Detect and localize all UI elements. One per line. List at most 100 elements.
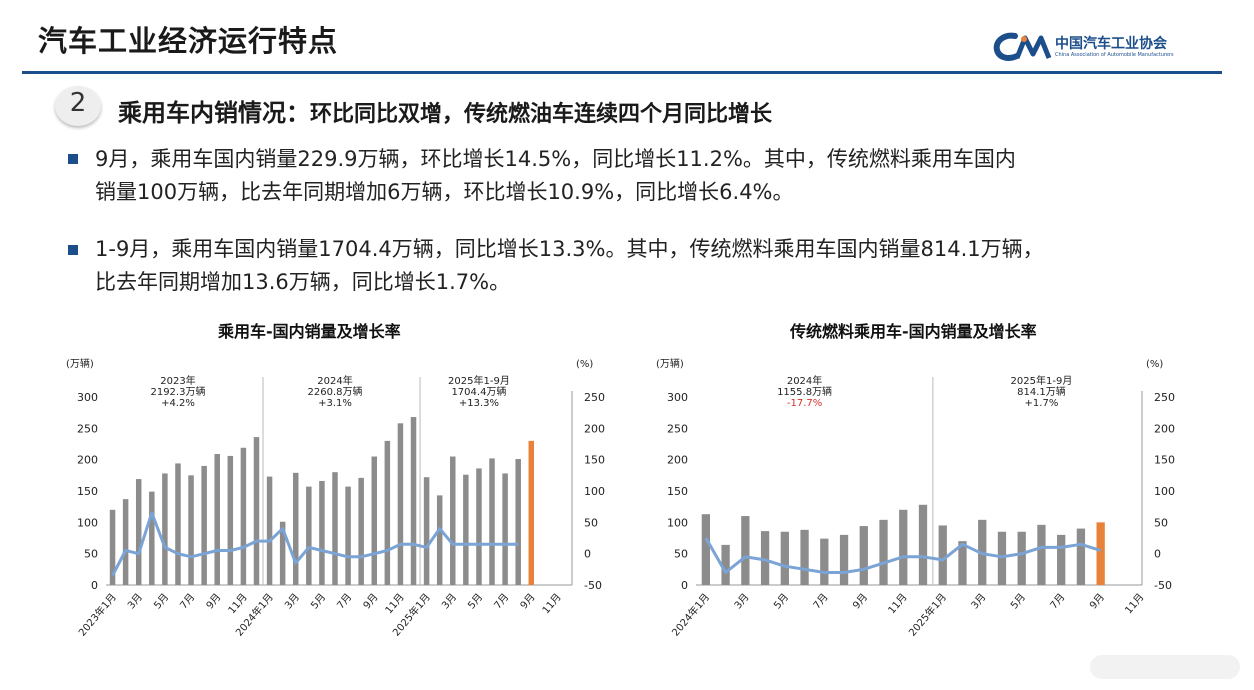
left-axis-tick-label: 50 (674, 548, 688, 561)
x-axis-tick-label: 7月 (178, 591, 198, 611)
left-axis-tick-label: 150 (77, 485, 98, 498)
bar (1017, 531, 1026, 585)
right-axis-tick-label: 100 (584, 485, 605, 498)
chart-annotation-text: 2025年1-9月 (1011, 374, 1073, 387)
chart-annotation-text: 2024年 (787, 374, 822, 387)
bar (109, 509, 116, 585)
bar (489, 458, 495, 585)
bar (306, 486, 312, 585)
bullet-square-icon (68, 245, 78, 255)
bar (938, 525, 947, 585)
bar (958, 541, 967, 585)
left-axis-tick-label: 250 (667, 422, 688, 435)
x-axis-tick-label: 3月 (732, 591, 752, 611)
bar (997, 531, 1007, 585)
bar (162, 473, 168, 585)
chart-annotation-text: +3.1% (318, 398, 352, 409)
chart-annotation-text: +1.7% (1025, 398, 1059, 409)
bullet-1-line-1: 9月，乘用车国内销量229.9万辆，环比增长14.5%，同比增长11.2%。其中… (95, 147, 1016, 171)
x-axis-tick-label: 5月 (308, 591, 328, 611)
left-axis-tick-label: 50 (84, 548, 98, 561)
bar (319, 480, 325, 585)
chart-1-passenger-domestic-sales: (万辆) (%) 300 250 200 150 100 50 0 250 200 150 100 50 0… (66, 357, 605, 639)
left-axis-tick-label: 250 (77, 422, 98, 435)
logo-text: 中国汽车工业协会 (1055, 36, 1167, 52)
right-axis-tick-label: 0 (1154, 548, 1161, 561)
x-axis-tick-label: 11月 (1123, 591, 1147, 616)
section-heading: 乘用车内销情况：环比同比双增，传统燃油车连续四个月同比增长 (118, 93, 772, 128)
x-axis-tick-label: 11月 (226, 591, 250, 616)
left-axis-tick-label: 100 (77, 516, 98, 529)
right-axis-tick-label: 150 (584, 454, 605, 467)
bar (175, 463, 181, 585)
header-divider (22, 71, 1222, 74)
chart-annotation-text: 2023年 (160, 374, 195, 387)
bar (502, 473, 508, 585)
bar (1057, 534, 1066, 585)
bar-current-month (1096, 522, 1105, 585)
bar (227, 455, 234, 585)
chart-annotation-text: 2260.8万辆 (308, 385, 363, 398)
bar (240, 447, 247, 585)
x-axis-tick-label: 9月 (1087, 591, 1107, 611)
page-indicator (1090, 655, 1240, 679)
caam-logo-icon (993, 32, 1052, 61)
right-axis-unit: (%) (576, 359, 593, 370)
bar (410, 417, 417, 585)
bar (345, 486, 351, 585)
bar (436, 495, 443, 585)
x-axis-tick-label: 2024年1月 (669, 591, 712, 639)
bar (188, 475, 194, 585)
x-axis-tick-label: 3月 (439, 591, 459, 611)
left-axis-tick-label: 100 (667, 516, 688, 529)
right-axis-tick-label: 250 (584, 391, 605, 404)
bar (476, 468, 482, 585)
page-title: 汽车工业经济运行特点 (38, 24, 339, 58)
bar (515, 459, 521, 585)
left-axis-tick-label: 300 (77, 391, 98, 404)
x-axis-tick-label: 9月 (518, 591, 538, 611)
x-axis-tick-label: 5月 (771, 591, 791, 611)
chart-1-title: 乘用车-国内销量及增长率 (218, 322, 401, 341)
right-axis-tick-label: 100 (1154, 485, 1175, 498)
bar (122, 499, 129, 585)
bar (135, 479, 142, 585)
bar (463, 474, 469, 585)
x-axis-tick-label: 3月 (125, 591, 145, 611)
bar (450, 456, 456, 585)
bar (1037, 524, 1046, 585)
bullet-paragraph-2: 1-9月，乘用车国内销量1704.4万辆，同比增长13.3%。其中，传统燃料乘用… (95, 233, 1225, 299)
bar (800, 529, 809, 585)
left-axis-tick-label: 150 (667, 485, 688, 498)
left-axis-unit: (万辆) (66, 357, 94, 370)
bar (397, 423, 404, 585)
bullet-1-line-2: 销量100万辆，比去年同期增加6万辆，环比增长10.9%，同比增长6.4%。 (95, 180, 794, 204)
right-axis-tick-label: 200 (1154, 422, 1175, 435)
left-axis-tick-label: 200 (667, 454, 688, 467)
bar (201, 465, 207, 585)
right-axis-tick-label: 250 (1154, 391, 1175, 404)
bar (1076, 528, 1086, 585)
x-axis-tick-label: 7月 (811, 591, 831, 611)
bar (760, 531, 770, 585)
x-axis-tick-label: 9月 (204, 591, 224, 611)
right-axis-tick-label: 50 (584, 516, 598, 529)
bar (839, 534, 849, 585)
bar (292, 472, 299, 585)
x-axis-tick-label: 11月 (540, 591, 564, 616)
bar (859, 526, 868, 585)
right-axis-tick-label: 200 (584, 422, 605, 435)
x-axis-tick-label: 5月 (466, 591, 486, 611)
bar-current-month (528, 440, 535, 585)
bar (384, 440, 391, 585)
bar (741, 516, 750, 585)
growth-rate-line (111, 511, 519, 577)
right-axis-tick-label: 50 (1154, 516, 1168, 529)
section-heading-main: 乘用车内销情况： (118, 99, 310, 127)
section-heading-rest: 环比同比双增，传统燃油车连续四个月同比增长 (310, 102, 773, 127)
bar (701, 514, 711, 585)
chart-2-title: 传统燃料乘用车-国内销量及增长率 (790, 322, 1037, 341)
right-axis-tick-label: -50 (584, 579, 602, 592)
right-axis-tick-label: -50 (1154, 579, 1172, 592)
bar (899, 509, 908, 585)
